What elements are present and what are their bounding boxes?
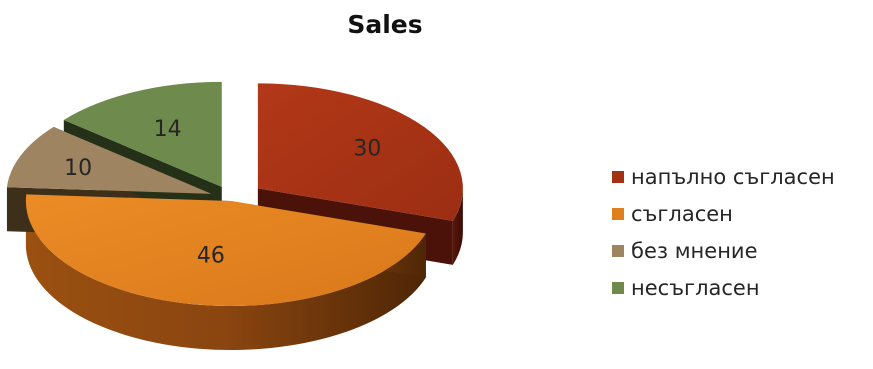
legend-swatch-2 bbox=[612, 207, 624, 220]
slice-2-съгласен-side bbox=[25, 201, 426, 351]
pie-top-layer bbox=[6, 81, 463, 307]
legend-item-1: напълно съгласен bbox=[612, 158, 835, 195]
chart-legend: напълно съгласен съгласен без мнение несъгл… bbox=[612, 158, 835, 306]
slice-1-напълно-съгласен-side bbox=[452, 188, 463, 265]
slice-1-напълно-съгласен-top bbox=[257, 83, 463, 221]
legend-swatch-3 bbox=[612, 244, 624, 257]
legend-swatch-4 bbox=[612, 281, 624, 294]
legend-item-4: несъгласен bbox=[612, 269, 835, 306]
data-label-3: 10 bbox=[64, 156, 92, 181]
data-label-2: 46 bbox=[197, 244, 225, 269]
legend-label-1: напълно съгласен bbox=[631, 164, 835, 189]
legend-item-2: съгласен bbox=[612, 195, 835, 232]
legend-label-3: без мнение bbox=[631, 238, 758, 263]
chart-title: Sales bbox=[347, 10, 423, 39]
legend-swatch-1 bbox=[612, 170, 624, 183]
slice-4-несъгласен-top bbox=[63, 81, 222, 187]
pie-label-layer: 30 46 10 14 bbox=[64, 117, 381, 269]
data-label-4: 14 bbox=[154, 117, 182, 142]
slice-3-без-мнение-top bbox=[6, 126, 212, 194]
data-label-1: 30 bbox=[353, 137, 381, 162]
legend-label-4: несъгласен bbox=[631, 275, 760, 300]
legend-label-2: съгласен bbox=[631, 201, 733, 226]
legend-item-3: без мнение bbox=[612, 232, 835, 269]
slice-2-съгласен-top bbox=[25, 194, 426, 307]
